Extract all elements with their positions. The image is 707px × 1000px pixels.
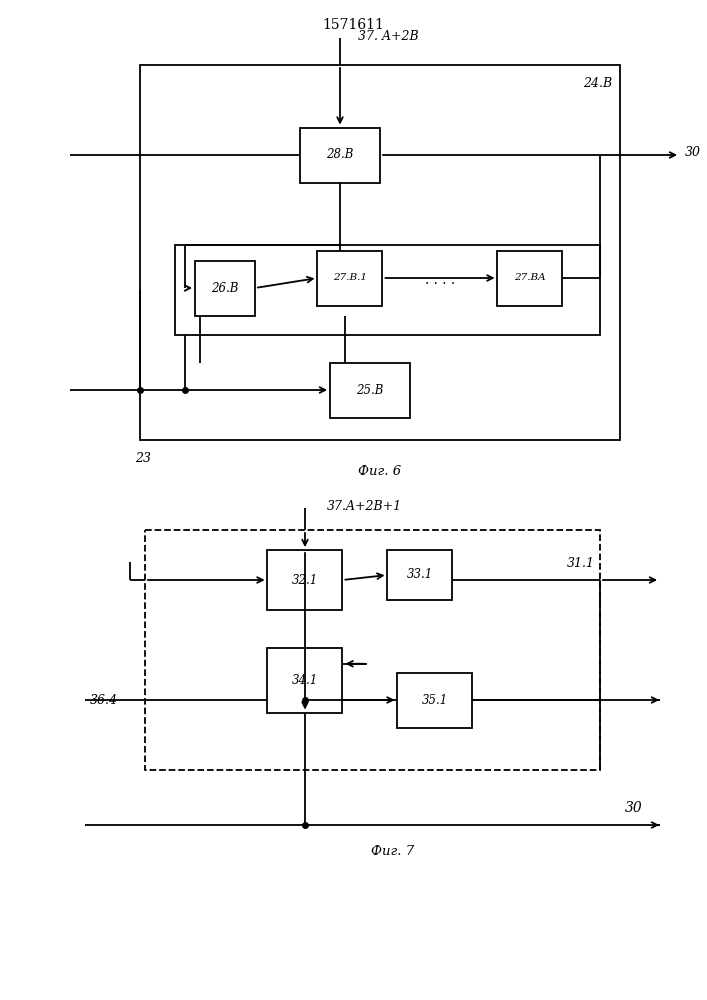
Text: 33.1: 33.1: [407, 568, 433, 582]
Text: 37. A+2B: 37. A+2B: [358, 30, 419, 43]
Text: Фиг. 6: Фиг. 6: [358, 465, 402, 478]
Bar: [498, 250, 563, 306]
Text: . . . .: . . . .: [425, 273, 455, 287]
Bar: [267, 550, 342, 610]
Text: 37.A+2B+1: 37.A+2B+1: [327, 500, 402, 513]
Bar: [195, 260, 255, 316]
Bar: [175, 245, 600, 335]
Bar: [330, 362, 410, 418]
Text: 25.B: 25.B: [356, 383, 384, 396]
Bar: [300, 127, 380, 182]
Bar: [145, 530, 600, 770]
Bar: [267, 648, 342, 712]
Text: 24.B: 24.B: [583, 77, 612, 90]
Text: 32.1: 32.1: [292, 574, 318, 586]
Text: 36.4: 36.4: [90, 694, 118, 706]
Bar: [397, 672, 472, 728]
Text: 30: 30: [625, 801, 643, 815]
Text: 23: 23: [135, 452, 151, 465]
Text: 1571611: 1571611: [322, 18, 384, 32]
Text: Фиг. 7: Фиг. 7: [371, 845, 414, 858]
Text: 35.1: 35.1: [422, 694, 448, 706]
Text: 27.B.1: 27.B.1: [333, 273, 367, 282]
Bar: [140, 65, 620, 440]
Text: 28.B: 28.B: [327, 148, 354, 161]
Text: 34.1: 34.1: [292, 674, 318, 686]
Text: 27.BA: 27.BA: [514, 273, 546, 282]
Bar: [317, 250, 382, 306]
Text: 26.B: 26.B: [211, 282, 239, 294]
Text: 31.1: 31.1: [567, 557, 595, 570]
Text: 30: 30: [685, 146, 701, 159]
Bar: [387, 550, 452, 600]
